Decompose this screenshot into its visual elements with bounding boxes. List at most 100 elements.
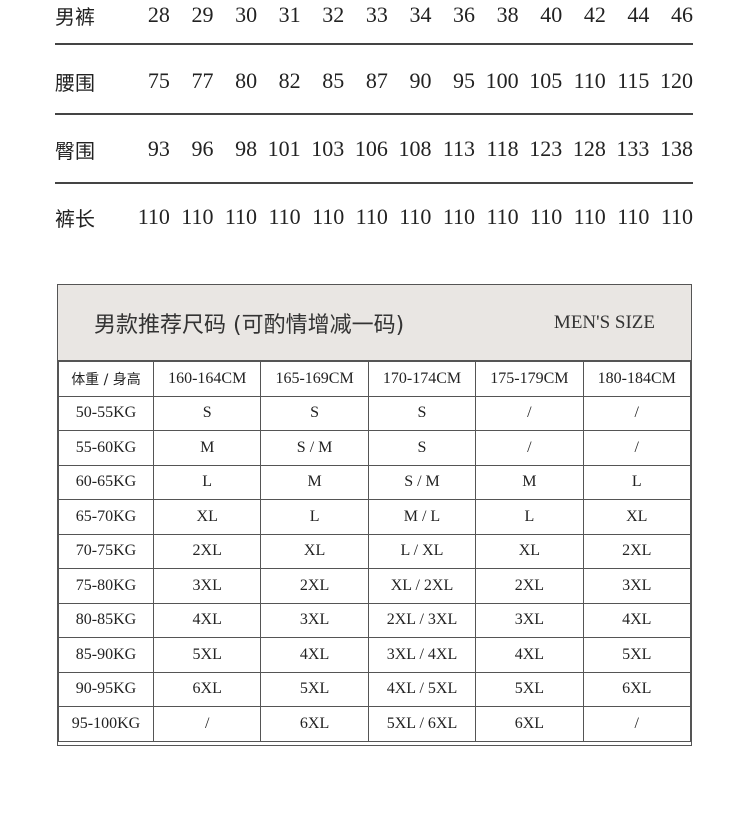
measurement-value: 28 xyxy=(147,2,170,27)
measurement-value: 93 xyxy=(147,136,170,161)
measurement-value: 36 xyxy=(453,2,476,27)
measurement-value: 138 xyxy=(660,136,693,161)
weight-cell: 95-100KG xyxy=(58,706,154,742)
size-cell: 6XL xyxy=(152,671,262,707)
size-cell: 2XL xyxy=(582,533,692,569)
measurement-value: 87 xyxy=(365,68,388,93)
measurement-value: 106 xyxy=(354,136,388,161)
weight-cell: 50-55KG xyxy=(58,395,154,431)
measurement-label: 裤长 xyxy=(55,206,95,231)
size-cell: S / M xyxy=(367,464,477,500)
size-cell: L xyxy=(260,499,369,535)
size-cell: 6XL xyxy=(475,706,584,742)
size-cell: XL xyxy=(582,499,692,535)
corner-header: 体重 / 身高 xyxy=(58,361,154,397)
row-divider xyxy=(55,43,693,45)
size-cell: 4XL xyxy=(475,637,584,673)
size-cell: S / M xyxy=(260,430,369,466)
size-cell: XL xyxy=(260,533,369,569)
size-cell: XL / 2XL xyxy=(367,568,477,604)
measurement-value: 110 xyxy=(660,204,693,229)
size-cell: M / L xyxy=(367,499,477,535)
measurement-value: 110 xyxy=(137,204,170,229)
measurement-value: 113 xyxy=(442,136,476,161)
size-cell: 5XL xyxy=(152,637,262,673)
measurement-value: 123 xyxy=(529,136,563,161)
size-cell: 2XL / 3XL xyxy=(367,602,477,638)
measurement-value: 96 xyxy=(191,136,214,161)
size-cell: 5XL / 6XL xyxy=(367,706,477,742)
measurement-label: 男裤 xyxy=(55,4,95,29)
measurement-value: 118 xyxy=(486,136,519,161)
measurement-row: 腰围 75 77 80 82 85 87 90 95 100 105 110 115 120 xyxy=(55,66,693,96)
size-cell: / xyxy=(582,706,692,742)
measurement-value: 128 xyxy=(572,136,606,161)
table-row: 50-55KG S S S / / xyxy=(58,395,692,431)
measurement-value: 98 xyxy=(235,136,258,161)
size-cell: L xyxy=(582,464,692,500)
size-cell: / xyxy=(582,395,692,431)
size-cell: 2XL xyxy=(260,568,369,604)
size-cell: XL xyxy=(152,499,262,535)
size-cell: / xyxy=(475,430,584,466)
recommended-size-table: 男款推荐尺码 (可酌情增减一码) MEN'S SIZE 体重 / 身高 160-1… xyxy=(57,284,692,746)
weight-cell: 70-75KG xyxy=(58,533,154,569)
height-header: 160-164CM xyxy=(152,361,262,397)
measurement-value: 110 xyxy=(181,204,214,229)
measurement-value: 103 xyxy=(311,136,345,161)
size-cell: L / XL xyxy=(367,533,477,569)
size-cell: / xyxy=(475,395,584,431)
size-cell: S xyxy=(367,430,477,466)
size-cell: 5XL xyxy=(260,671,369,707)
weight-cell: 90-95KG xyxy=(58,671,154,707)
measurement-value: 34 xyxy=(409,2,432,27)
measurement-value: 110 xyxy=(530,204,563,229)
size-cell: S xyxy=(367,395,477,431)
measurement-value: 80 xyxy=(235,68,258,93)
measurement-value: 105 xyxy=(529,68,563,93)
size-cell: 5XL xyxy=(475,671,584,707)
weight-cell: 85-90KG xyxy=(58,637,154,673)
size-cell: 6XL xyxy=(260,706,369,742)
measurement-value: 101 xyxy=(267,136,301,161)
measurement-value: 46 xyxy=(671,2,693,27)
size-table-title-en: MEN'S SIZE xyxy=(553,312,655,333)
size-cell: 6XL xyxy=(582,671,692,707)
size-cell: 3XL xyxy=(475,602,584,638)
size-cell: 4XL xyxy=(260,637,369,673)
measurement-value: 85 xyxy=(322,68,345,93)
measurement-row: 裤长 110 110 110 110 110 110 110 110 110 110 110 110 11… xyxy=(55,202,693,232)
measurement-value: 100 xyxy=(485,68,519,93)
measurement-value: 110 xyxy=(224,204,258,229)
measurement-value: 95 xyxy=(453,68,476,93)
height-header: 165-169CM xyxy=(260,361,369,397)
size-cell: M xyxy=(152,430,262,466)
size-cell: 2XL xyxy=(475,568,584,604)
weight-cell: 65-70KG xyxy=(58,499,154,535)
measurement-value: 29 xyxy=(191,2,214,27)
pants-measurement-table: 男裤 28 29 30 31 32 33 34 36 38 40 42 44 46 腰围 75 77 80 82 85… xyxy=(55,0,693,240)
measurement-row: 臀围 93 96 98 101 103 106 108 113 118 123 128 133 138 xyxy=(55,134,693,164)
header-row: 体重 / 身高 160-164CM 165-169CM 170-174CM 175-17… xyxy=(58,361,692,397)
measurement-value: 82 xyxy=(278,68,301,93)
measurement-value: 110 xyxy=(617,204,650,229)
measurement-label: 臀围 xyxy=(55,138,95,163)
weight-cell: 60-65KG xyxy=(58,464,154,500)
measurement-value: 110 xyxy=(442,204,476,229)
size-cell: 2XL xyxy=(152,533,262,569)
size-cell: / xyxy=(152,706,262,742)
measurement-value: 110 xyxy=(312,204,345,229)
table-row: 70-75KG 2XL XL L / XL XL 2XL xyxy=(58,533,692,569)
row-divider xyxy=(55,182,693,184)
measurement-row: 男裤 28 29 30 31 32 33 34 36 38 40 42 44 46 xyxy=(55,0,693,30)
size-cell: 5XL xyxy=(582,637,692,673)
table-row: 80-85KG 4XL 3XL 2XL / 3XL 3XL 4XL xyxy=(58,602,692,638)
measurement-value: 75 xyxy=(147,68,170,93)
measurement-value: 33 xyxy=(365,2,388,27)
table-row: 95-100KG/6XL 5XL / 6XL 6XL / xyxy=(58,706,692,742)
measurement-value: 30 xyxy=(235,2,258,27)
size-table-banner: 男款推荐尺码 (可酌情增减一码) MEN'S SIZE xyxy=(58,285,691,362)
height-header: 175-179CM xyxy=(475,361,584,397)
measurement-value: 115 xyxy=(617,68,650,93)
